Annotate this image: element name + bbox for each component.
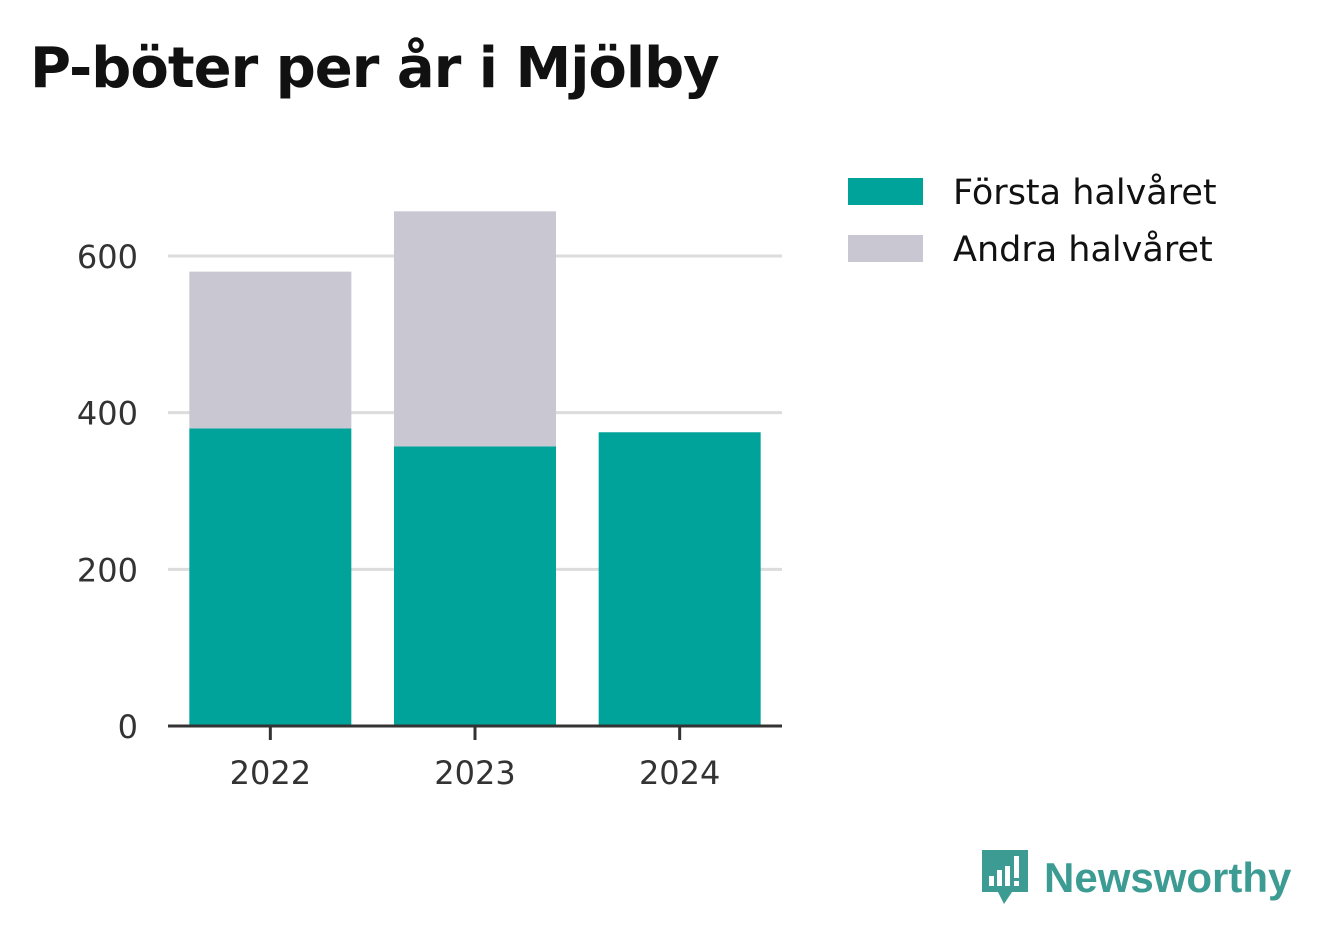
- bar-second-half-2023: [394, 211, 556, 447]
- y-tick-labels: 0 200 400 600: [77, 238, 138, 746]
- y-tick-label: 400: [77, 395, 138, 433]
- bar-first-half-2024: [598, 432, 761, 726]
- legend-label: Första halvåret: [953, 172, 1217, 213]
- newsworthy-logo-icon: [982, 850, 1028, 904]
- legend: Första halvåret Andra halvåret: [848, 172, 1217, 270]
- legend-swatch: [848, 235, 923, 262]
- legend-label: Andra halvåret: [953, 229, 1213, 270]
- y-tick-label: 600: [77, 238, 138, 276]
- bar-first-half-2022: [189, 428, 352, 726]
- x-tick-labels: 2022 2023 2024: [230, 754, 721, 792]
- bar-second-half-2022: [189, 271, 352, 429]
- bars: [189, 211, 761, 726]
- brand-logo: Newsworthy: [980, 848, 1291, 908]
- legend-swatch: [848, 178, 923, 205]
- brand-name: Newsworthy: [1044, 854, 1292, 901]
- bar-first-half-2023: [394, 446, 556, 726]
- x-axis: [168, 724, 782, 740]
- x-tick-label: 2023: [434, 754, 515, 792]
- x-tick-label: 2022: [230, 754, 311, 792]
- x-tick-label: 2024: [639, 754, 720, 792]
- chart-title: P-böter per år i Mjölby: [30, 36, 720, 101]
- y-tick-label: 0: [118, 708, 138, 746]
- y-tick-label: 200: [77, 551, 138, 589]
